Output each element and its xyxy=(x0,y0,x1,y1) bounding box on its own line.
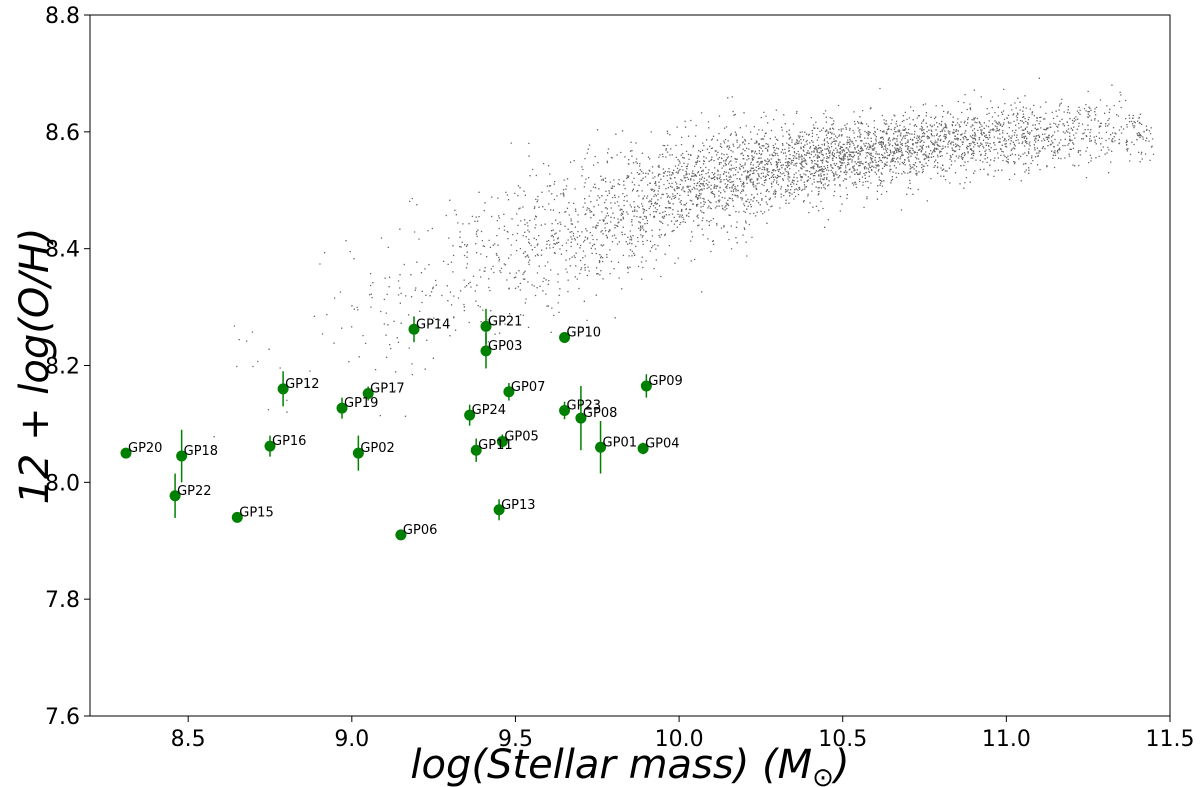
point-gp09 xyxy=(640,380,652,392)
label-gp18: GP18 xyxy=(184,444,218,459)
label-gp23: GP23 xyxy=(567,398,601,413)
label-gp06: GP06 xyxy=(403,523,437,538)
point-gp05 xyxy=(496,435,508,447)
label-gp21: GP21 xyxy=(488,314,522,329)
point-gp19 xyxy=(336,402,348,414)
point-gp14 xyxy=(408,323,420,335)
label-gp19: GP19 xyxy=(344,396,378,411)
background-point-cloud xyxy=(213,77,1155,449)
point-gp18 xyxy=(176,450,188,462)
plot-border xyxy=(89,14,1171,717)
point-gp22 xyxy=(169,490,181,502)
point-gp10 xyxy=(559,331,571,343)
point-gp01 xyxy=(595,441,607,453)
label-gp22: GP22 xyxy=(177,484,211,499)
point-gp23 xyxy=(559,404,571,416)
point-gp12 xyxy=(277,383,289,395)
point-gp06 xyxy=(395,529,407,541)
cloud-points xyxy=(213,77,1155,449)
label-gp11: GP11 xyxy=(478,438,512,453)
y-tick-label: 8.6 xyxy=(45,121,80,146)
y-tick-label: 7.8 xyxy=(45,588,80,613)
x-tick-label: 11.5 xyxy=(1146,727,1195,752)
point-gp24 xyxy=(464,409,476,421)
label-gp01: GP01 xyxy=(603,435,637,450)
y-tick-label: 8.8 xyxy=(45,4,80,29)
label-gp04: GP04 xyxy=(645,436,679,451)
point-gp21 xyxy=(480,320,492,332)
point-labels: GP01 GP02 GP03 GP04 GP05 GP06 GP07 GP08 GP09 GP10… xyxy=(128,314,683,538)
x-axis-label: log(Stellar mass) (M⊙) xyxy=(410,742,849,787)
point-gp04 xyxy=(637,442,649,454)
label-gp15: GP15 xyxy=(239,505,273,520)
error-bars xyxy=(125,308,648,540)
label-gp17: GP17 xyxy=(370,382,404,397)
label-gp03: GP03 xyxy=(488,339,522,354)
x-tick-label: 8.5 xyxy=(171,727,206,752)
point-gp08 xyxy=(575,412,587,424)
point-gp13 xyxy=(493,504,505,516)
label-gp02: GP02 xyxy=(360,441,394,456)
label-gp13: GP13 xyxy=(501,498,535,513)
point-gp17 xyxy=(362,388,374,400)
x-tick-label: 11.0 xyxy=(982,727,1031,752)
point-gp07 xyxy=(503,386,515,398)
point-gp16 xyxy=(264,440,276,452)
y-tick-label: 7.6 xyxy=(45,705,80,730)
label-gp14: GP14 xyxy=(416,317,450,332)
label-gp16: GP16 xyxy=(272,434,306,449)
label-gp05: GP05 xyxy=(504,429,538,444)
axis-ticks: 8.5 9.0 9.5 10.0 10.5 11.0 11.5 7.6 7.8 8.0 8.2 8.4… xyxy=(45,4,1194,752)
gp-points xyxy=(120,320,652,541)
point-gp20 xyxy=(120,447,132,459)
x-tick-label: 9.0 xyxy=(334,727,369,752)
x-tick-label: 9.5 xyxy=(498,727,533,752)
label-gp12: GP12 xyxy=(285,377,319,392)
label-gp24: GP24 xyxy=(472,403,506,418)
label-gp20: GP20 xyxy=(128,441,162,456)
point-gp02 xyxy=(352,447,364,459)
y-tick-label: 8.0 xyxy=(45,471,80,496)
label-gp08: GP08 xyxy=(583,406,617,421)
label-gp10: GP10 xyxy=(567,325,601,340)
x-tick-label: 10.0 xyxy=(655,727,704,752)
y-axis-label: 12 + log(O/H) xyxy=(12,227,58,504)
point-gp03 xyxy=(480,345,492,357)
y-tick-label: 8.2 xyxy=(45,355,80,380)
plot-frame xyxy=(89,14,1171,717)
label-gp09: GP09 xyxy=(648,374,682,389)
point-gp11 xyxy=(470,444,482,456)
label-gp07: GP07 xyxy=(511,380,545,395)
y-tick-label: 8.4 xyxy=(45,238,80,263)
point-gp15 xyxy=(231,511,243,523)
x-tick-label: 10.5 xyxy=(818,727,867,752)
